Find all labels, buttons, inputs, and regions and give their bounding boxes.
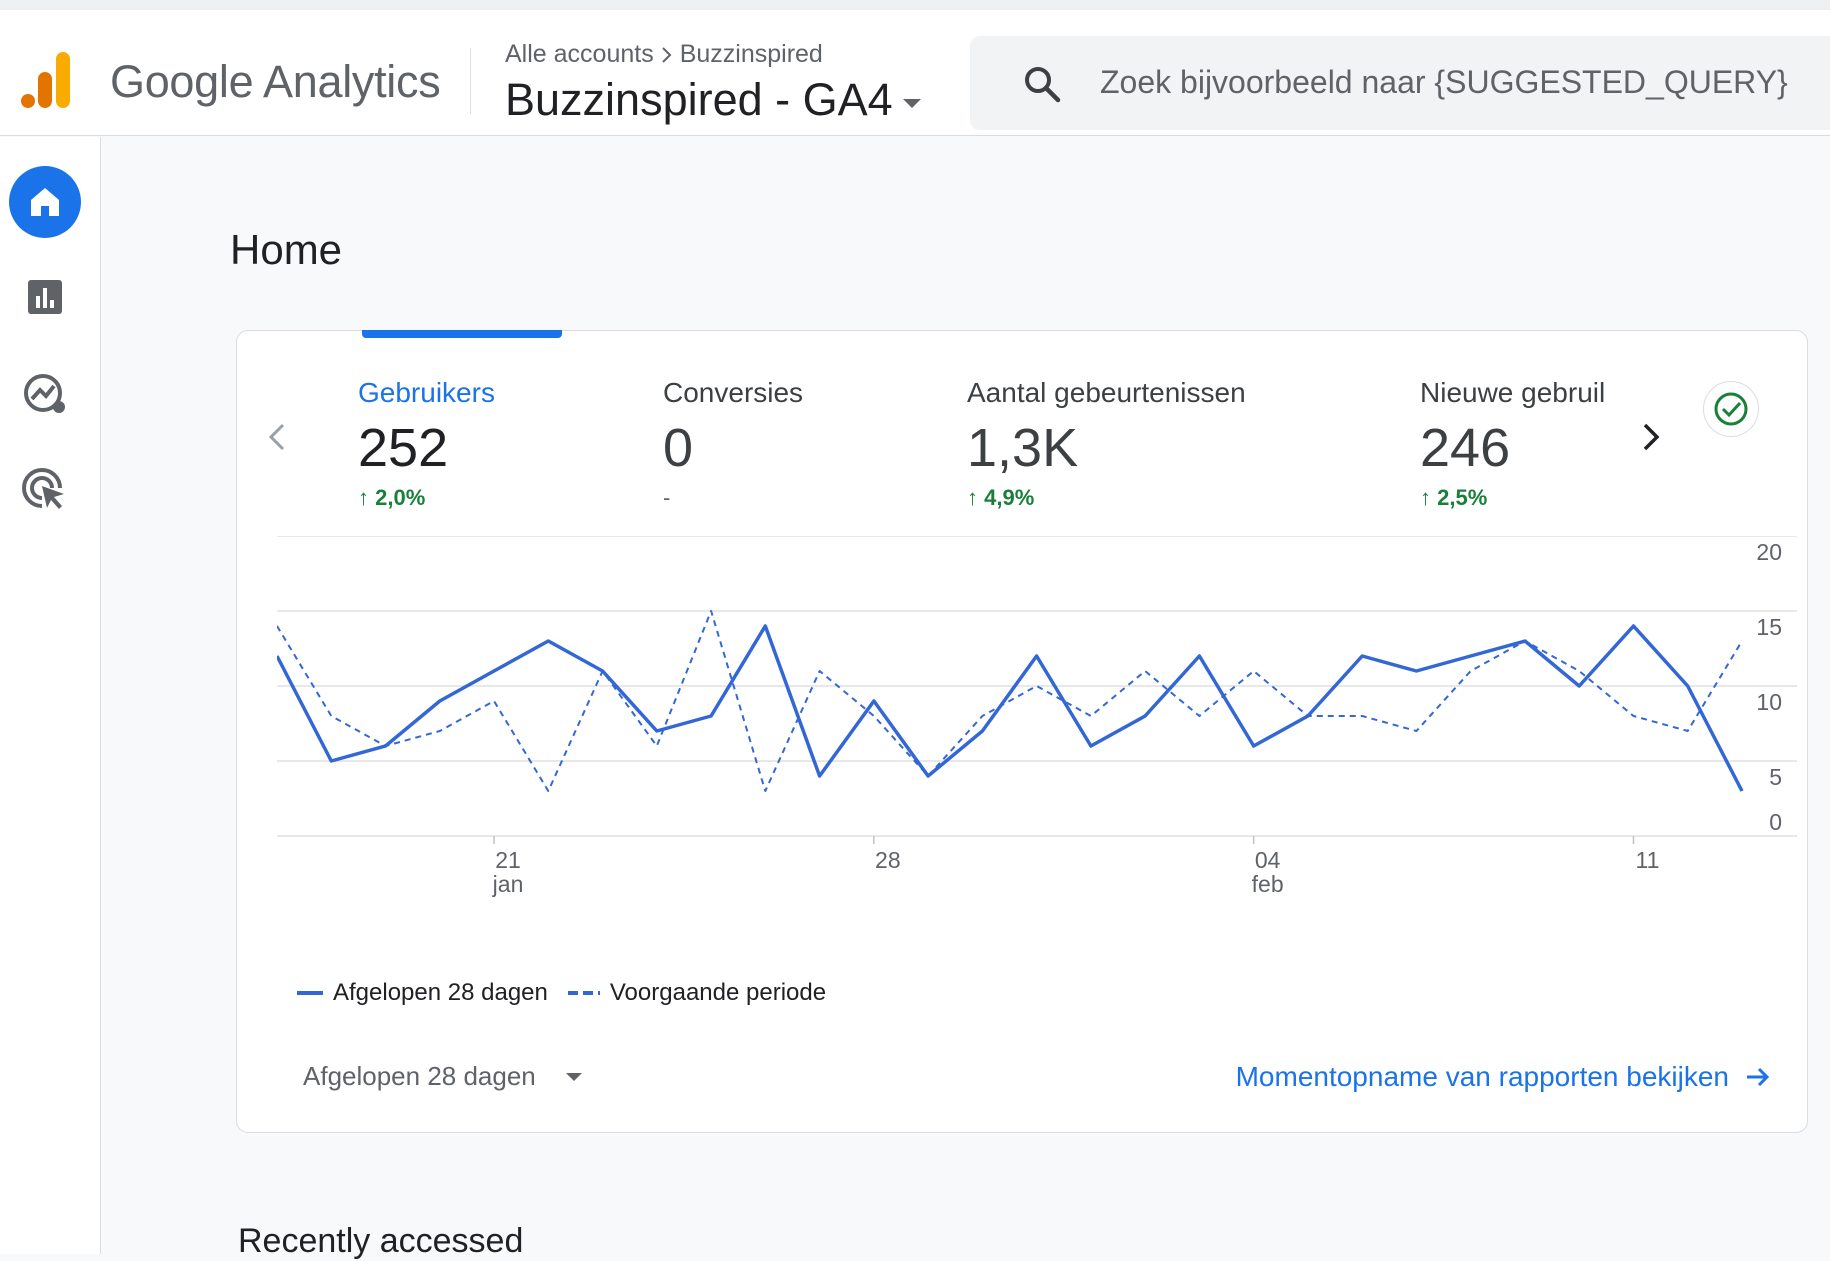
- arrow-right-icon: [1747, 1067, 1770, 1087]
- metric-new-users[interactable]: Nieuwe gebruil 246 ↑ 2,5%: [1420, 377, 1605, 511]
- x-tick-label: 28: [875, 847, 901, 873]
- y-tick-label: 5: [1769, 764, 1782, 790]
- legend-label: Voorgaande periode: [609, 979, 827, 1006]
- legend-item-current: Afgelopen 28 dagen: [297, 979, 548, 1007]
- link-label: Momentopname van rapporten bekijken: [1235, 1061, 1729, 1092]
- nav-explore-button[interactable]: [9, 357, 81, 429]
- nav-home-button[interactable]: [9, 166, 81, 238]
- legend-swatch-dashed: [567, 991, 600, 995]
- metric-label: Aantal gebeurtenissen: [967, 377, 1246, 408]
- metric-value: 252: [358, 418, 449, 478]
- x-tick-label: 04: [1255, 847, 1281, 873]
- chevron-left-icon[interactable]: [261, 417, 293, 457]
- metric-delta: ↑ 4,9%: [967, 485, 1035, 510]
- metric-label: Nieuwe gebruil: [1420, 377, 1606, 408]
- header-divider: [470, 48, 471, 114]
- caret-down-icon: [902, 98, 921, 108]
- chart-legend: Afgelopen 28 dagen Voorgaande periode: [297, 979, 846, 1007]
- search-input[interactable]: Zoek bijvoorbeeld naar {SUGGESTED_QUERY}: [1100, 64, 1788, 100]
- overview-card: Gebruikers 252 ↑ 2,0% Conversies 0 - Aan…: [236, 330, 1808, 1133]
- arrow-up-icon: ↑: [1420, 485, 1431, 510]
- metric-delta: ↑ 2,0%: [358, 485, 426, 510]
- y-tick-label: 20: [1756, 539, 1782, 565]
- y-tick-label: 0: [1769, 809, 1782, 835]
- nav-advertising-button[interactable]: [9, 453, 81, 525]
- nav-reports-button[interactable]: [9, 261, 81, 333]
- target-cursor-icon: [22, 468, 64, 509]
- property-selector[interactable]: Buzzinspired - GA4: [505, 74, 921, 126]
- x-tick-label: 21: [495, 847, 521, 873]
- insights-check-button[interactable]: [1703, 381, 1759, 437]
- left-navigation: [0, 137, 101, 1254]
- legend-item-previous: Voorgaande periode: [567, 979, 827, 1007]
- legend-label: Afgelopen 28 dagen: [333, 979, 548, 1006]
- legend-swatch-solid: [297, 991, 323, 995]
- active-tab-indicator: [362, 330, 562, 338]
- metric-conversions[interactable]: Conversies 0 -: [663, 377, 803, 511]
- series-line-previous: [277, 610, 1743, 792]
- metric-events[interactable]: Aantal gebeurtenissen 1,3K ↑ 4,9%: [967, 377, 1246, 511]
- x-tick-month-label: feb: [1252, 871, 1284, 897]
- metric-value: 246: [1420, 418, 1511, 478]
- period-selector[interactable]: Afgelopen 28 dagen: [303, 1061, 582, 1092]
- top-bar: Google Analytics Alle accounts Buzzinspi…: [0, 0, 1830, 136]
- metric-value: 1,3K: [967, 418, 1079, 478]
- y-tick-label: 10: [1756, 689, 1782, 715]
- metric-value: 0: [663, 418, 694, 478]
- metric-delta: ↑ 2,5%: [1420, 485, 1488, 510]
- breadcrumb-root[interactable]: Alle accounts: [505, 40, 654, 68]
- explore-icon: [24, 374, 65, 413]
- home-icon: [31, 188, 59, 216]
- metric-label: Conversies: [663, 377, 804, 408]
- chevron-right-icon: [660, 40, 674, 69]
- series-line-current: [277, 624, 1744, 792]
- page-title: Home: [230, 226, 343, 273]
- view-reports-snapshot-link[interactable]: Momentopname van rapporten bekijken: [1236, 1061, 1771, 1093]
- x-tick-label: 11: [1636, 847, 1660, 873]
- metric-users[interactable]: Gebruikers 252 ↑ 2,0%: [358, 377, 495, 511]
- recently-accessed-heading: Recently accessed: [238, 1222, 524, 1260]
- search-bar[interactable]: Zoek bijvoorbeeld naar {SUGGESTED_QUERY}: [970, 36, 1830, 130]
- y-tick-label: 15: [1756, 614, 1782, 640]
- caret-down-icon: [565, 1072, 582, 1081]
- arrow-up-icon: ↑: [967, 485, 978, 510]
- arrow-up-icon: ↑: [358, 485, 369, 510]
- period-label: Afgelopen 28 dagen: [303, 1061, 536, 1091]
- chevron-right-icon[interactable]: [1635, 417, 1667, 457]
- brand-name: Google Analytics: [110, 56, 441, 107]
- bar-chart-icon: [28, 280, 62, 314]
- google-analytics-logo[interactable]: [20, 50, 76, 112]
- check-circle-icon: [1714, 392, 1748, 426]
- metric-delta: -: [663, 485, 671, 510]
- property-name: Buzzinspired - GA4: [505, 74, 893, 125]
- search-icon: [1025, 67, 1061, 103]
- metric-label: Gebruikers: [358, 377, 495, 408]
- breadcrumb[interactable]: Alle accounts Buzzinspired: [505, 40, 823, 69]
- x-tick-month-label: jan: [492, 871, 524, 897]
- breadcrumb-account[interactable]: Buzzinspired: [679, 40, 823, 68]
